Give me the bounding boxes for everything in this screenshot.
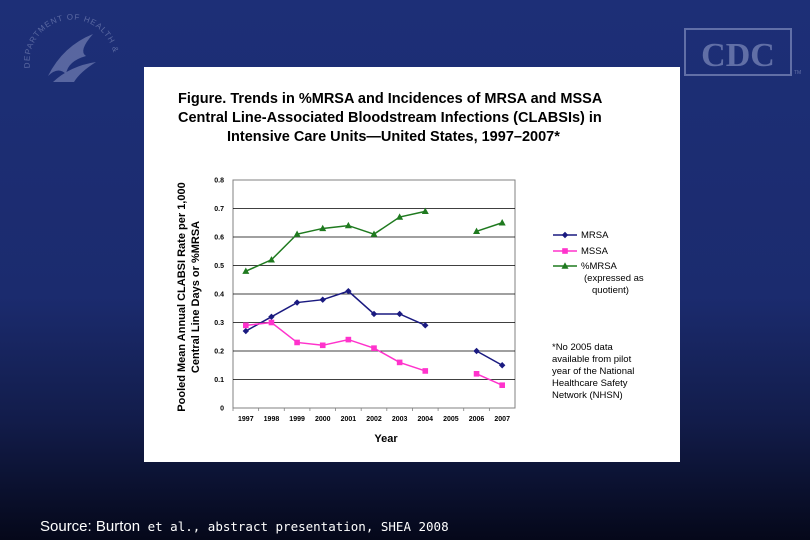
- chart-title-line-1: Figure. Trends in %MRSA and Incidences o…: [178, 91, 603, 107]
- data-point: [370, 230, 378, 237]
- data-point: [242, 327, 250, 335]
- y-tick-label: 0.3: [214, 320, 224, 327]
- x-tick-label: 2005: [443, 416, 459, 423]
- y-tick-label: 0.6: [214, 235, 224, 242]
- legend-marker-mrsa: [561, 231, 569, 239]
- data-point: [319, 342, 326, 349]
- data-point: [370, 310, 378, 318]
- data-point: [243, 322, 249, 329]
- y-tick-label: 0.4: [214, 292, 224, 299]
- legend: MRSA MSSA %MRSA (expressed as quotient): [553, 230, 644, 296]
- data-point: [396, 359, 403, 366]
- y-tick-label: 0.7: [214, 206, 224, 213]
- cdc-logo: CDC TM: [684, 28, 801, 76]
- data-point: [396, 213, 404, 220]
- data-point: [421, 207, 429, 215]
- data-point: [319, 224, 327, 232]
- chart-title-line-3: Intensive Care Units—United States, 1997…: [227, 129, 560, 145]
- legend-marker-shape: [561, 262, 569, 269]
- data-point: [473, 227, 481, 234]
- footnote-line-3: year of the National: [552, 366, 634, 377]
- data-point: [345, 287, 352, 295]
- y-tick-label: 0.2: [214, 349, 224, 356]
- grid-lines: [233, 208, 515, 380]
- data-point: [345, 336, 352, 343]
- data-point: [267, 256, 275, 263]
- legend-marker-shape: [561, 231, 569, 239]
- legend-marker-shape: [562, 248, 568, 254]
- x-tick-label: 2007: [494, 416, 510, 423]
- legend-label-pct-mrsa: %MRSA: [581, 261, 618, 272]
- series-line: [476, 222, 503, 233]
- legend-marker-pct-mrsa: [561, 262, 569, 269]
- x-tick-labels: 1997 1998 1999 2000 2001 2002 2003 2004 2005 2006…: [232, 408, 510, 423]
- series-line: [476, 373, 503, 386]
- y-axis-label-line-1: Pooled Mean Annual CLABSI Rate per 1,000: [176, 182, 188, 411]
- data-point: [344, 221, 352, 229]
- footnote-line-5: Network (NHSN): [552, 390, 623, 401]
- source-label: Source: Burton: [40, 518, 141, 535]
- data-point: [268, 313, 275, 320]
- chart: Figure. Trends in %MRSA and Incidences o…: [176, 91, 644, 445]
- data-point: [268, 319, 275, 326]
- data-point: [422, 322, 429, 329]
- data-point: [319, 296, 326, 303]
- y-tick-label: 0.8: [214, 178, 224, 185]
- legend-marker-mssa: [562, 248, 568, 254]
- x-tick-label: 2003: [392, 416, 408, 423]
- series-mrsa: [242, 287, 506, 369]
- series-mssa: [243, 319, 505, 388]
- x-axis-label: Year: [374, 433, 398, 445]
- x-tick-label: 1998: [264, 416, 280, 423]
- series-pct-mrsa: [242, 207, 506, 274]
- figure-panel: Figure. Trends in %MRSA and Incidences o…: [144, 67, 680, 462]
- data-point: [499, 382, 505, 388]
- x-tick-label: 2006: [469, 416, 485, 423]
- source-citation: Source: Burton et al., abstract presenta…: [40, 518, 449, 535]
- data-point: [293, 299, 301, 306]
- legend-label-mssa: MSSA: [581, 246, 609, 257]
- x-tick-label: 2002: [366, 416, 382, 423]
- data-point: [498, 362, 506, 369]
- data-point: [293, 230, 301, 237]
- data-point: [473, 371, 480, 377]
- y-tick-labels: 0 0.1 0.2 0.3 0.4 0.5 0.6 0.7 0.8: [214, 178, 224, 413]
- data-point: [396, 310, 403, 318]
- series-line: [245, 210, 426, 272]
- x-tick-label: 2004: [417, 416, 433, 423]
- data-point: [422, 368, 429, 374]
- x-tick-label: 2001: [341, 416, 357, 423]
- source-detail: et al., abstract presentation, SHEA 2008: [140, 519, 449, 534]
- legend-note-line-1: (expressed as: [584, 273, 644, 284]
- x-tick-label: 2000: [315, 416, 331, 423]
- y-tick-label: 0.5: [214, 263, 224, 270]
- x-tick-label: 1997: [238, 416, 254, 423]
- series-layer: [242, 207, 506, 388]
- data-point: [371, 345, 377, 351]
- legend-label-mrsa: MRSA: [581, 230, 609, 241]
- legend-note-line-2: quotient): [592, 285, 629, 296]
- y-tick-label: 0.1: [214, 377, 224, 384]
- cdc-tm: TM: [794, 70, 801, 76]
- series-line: [476, 350, 503, 366]
- data-point: [498, 219, 506, 226]
- data-point: [473, 347, 480, 355]
- x-tick-label: 1999: [289, 416, 305, 423]
- series-line: [245, 290, 426, 332]
- y-axis-label-line-2: Central Line Days or %MRSA: [190, 221, 202, 373]
- chart-title-line-2: Central Line-Associated Bloodstream Infe…: [178, 110, 602, 126]
- y-tick-label: 0: [220, 406, 224, 413]
- data-point: [294, 339, 300, 346]
- footnote-line-4: Healthcare Safety: [552, 378, 628, 389]
- footnote-line-1: *No 2005 data: [552, 342, 613, 353]
- hhs-seal-logo: DEPARTMENT OF HEALTH & HUMAN SERVICES · …: [8, 6, 120, 82]
- footnote-line-2: available from pilot: [552, 354, 632, 365]
- cdc-logo-text: CDC: [701, 37, 775, 74]
- series-line: [245, 321, 426, 372]
- data-point: [242, 267, 250, 274]
